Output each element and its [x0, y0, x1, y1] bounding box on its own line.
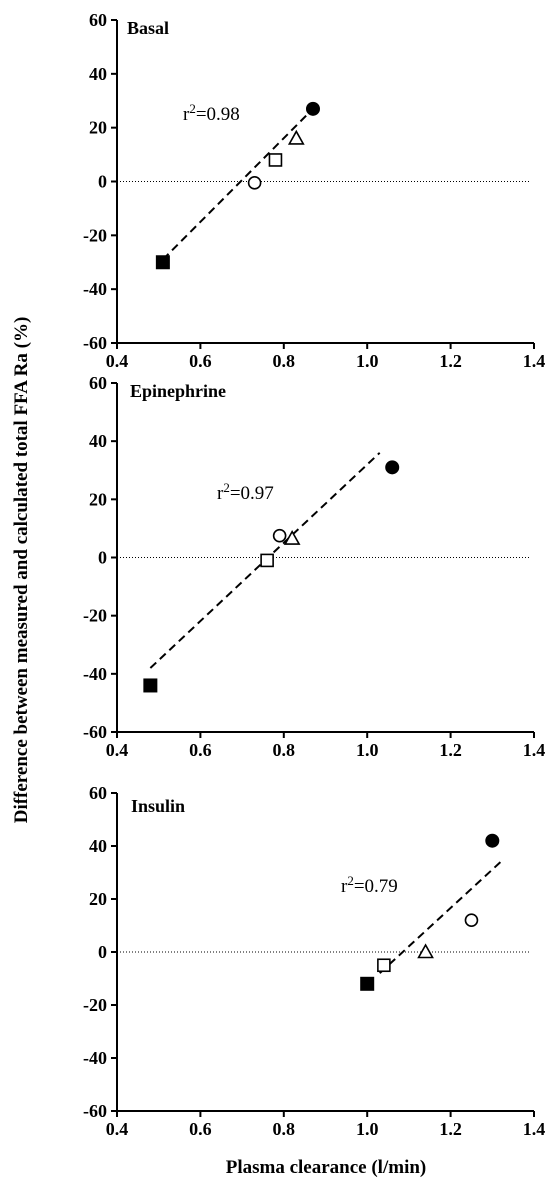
- data-point-open-circle: [464, 913, 479, 928]
- x-tick-label: 0.8: [273, 351, 296, 371]
- x-tick-label: 1.0: [356, 351, 379, 371]
- x-tick-label: 1.0: [356, 740, 379, 760]
- y-tick-label: -40: [83, 279, 107, 299]
- y-tick-label: -20: [83, 225, 107, 245]
- data-point-filled-square: [155, 255, 170, 270]
- y-tick-label: -20: [83, 606, 107, 626]
- y-tick-label: 20: [89, 118, 107, 138]
- x-axis-title: Plasma clearance (l/min): [226, 1157, 427, 1178]
- panel-basal: 60 40 20 0 -20 -40 -600.4 0.6 0.8 1.0 1.2 1.4 Basal r…: [83, 10, 545, 371]
- panel-title: Basal: [127, 18, 169, 38]
- y-tick-label: 20: [89, 489, 107, 509]
- x-tick-label: 0.8: [273, 1119, 296, 1139]
- data-point-open-triangle: [283, 529, 301, 545]
- data-point-filled-square: [360, 976, 375, 991]
- panel-title: Insulin: [131, 796, 185, 816]
- x-tick-label: 0.4: [106, 740, 129, 760]
- y-tick-label: 0: [98, 172, 107, 192]
- panel-insulin: 60 40 20 0 -20 -40 -600.4 0.6 0.8 1.0 1.2 1.4 Insuli…: [83, 783, 545, 1139]
- y-tick-label: -20: [83, 995, 107, 1015]
- panel-epinephrine: 60 40 20 0 -20 -40 -600.4 0.6 0.8 1.0 1.2 1.4 Epinep…: [83, 373, 545, 760]
- r-squared-label: r2=0.97: [217, 480, 274, 504]
- y-tick-label: 40: [89, 431, 107, 451]
- data-point-open-triangle: [287, 129, 305, 145]
- y-tick-label: 60: [89, 10, 107, 30]
- regression-line: [162, 108, 314, 261]
- y-tick-label: 60: [89, 783, 107, 803]
- x-tick-label: 1.2: [439, 740, 462, 760]
- x-tick-label: 1.0: [356, 1119, 379, 1139]
- regression-line: [379, 861, 502, 974]
- x-tick-label: 1.2: [439, 1119, 462, 1139]
- x-tick-label: 0.6: [189, 351, 212, 371]
- x-tick-label: 1.4: [523, 351, 546, 371]
- y-tick-label: 40: [89, 836, 107, 856]
- y-tick-label: -40: [83, 1048, 107, 1068]
- y-tick-label: -60: [83, 333, 107, 353]
- data-point-open-triangle: [417, 943, 434, 959]
- y-axis-title: Difference between measured and calculat…: [11, 317, 32, 824]
- data-point-open-circle: [247, 176, 262, 190]
- y-tick-label: -60: [83, 722, 107, 742]
- data-point-filled-circle: [485, 833, 500, 848]
- y-tick-label: 20: [89, 889, 107, 909]
- x-tick-label: 0.6: [189, 1119, 212, 1139]
- data-point-open-square: [268, 153, 283, 167]
- y-tick-label: 60: [89, 373, 107, 393]
- x-tick-label: 0.6: [189, 740, 212, 760]
- data-point-filled-circle: [385, 460, 400, 475]
- data-point-filled-square: [143, 678, 158, 693]
- r-squared-label: r2=0.79: [341, 873, 398, 897]
- y-tick-label: -60: [83, 1101, 107, 1121]
- data-point-open-square: [260, 553, 274, 568]
- y-tick-label: 40: [89, 64, 107, 84]
- y-tick-label: 0: [98, 548, 107, 568]
- x-tick-label: 1.4: [523, 740, 546, 760]
- x-tick-label: 1.4: [523, 1119, 546, 1139]
- x-tick-label: 0.8: [273, 740, 296, 760]
- y-tick-label: -40: [83, 664, 107, 684]
- x-tick-label: 0.4: [106, 1119, 129, 1139]
- data-point-open-circle: [272, 528, 287, 543]
- r-squared-label: r2=0.98: [183, 101, 240, 125]
- data-point-open-square: [377, 958, 391, 973]
- y-tick-label: 0: [98, 942, 107, 962]
- x-tick-label: 1.2: [439, 351, 462, 371]
- panel-title: Epinephrine: [130, 381, 226, 401]
- x-tick-label: 0.4: [106, 351, 129, 371]
- data-point-filled-circle: [305, 101, 320, 116]
